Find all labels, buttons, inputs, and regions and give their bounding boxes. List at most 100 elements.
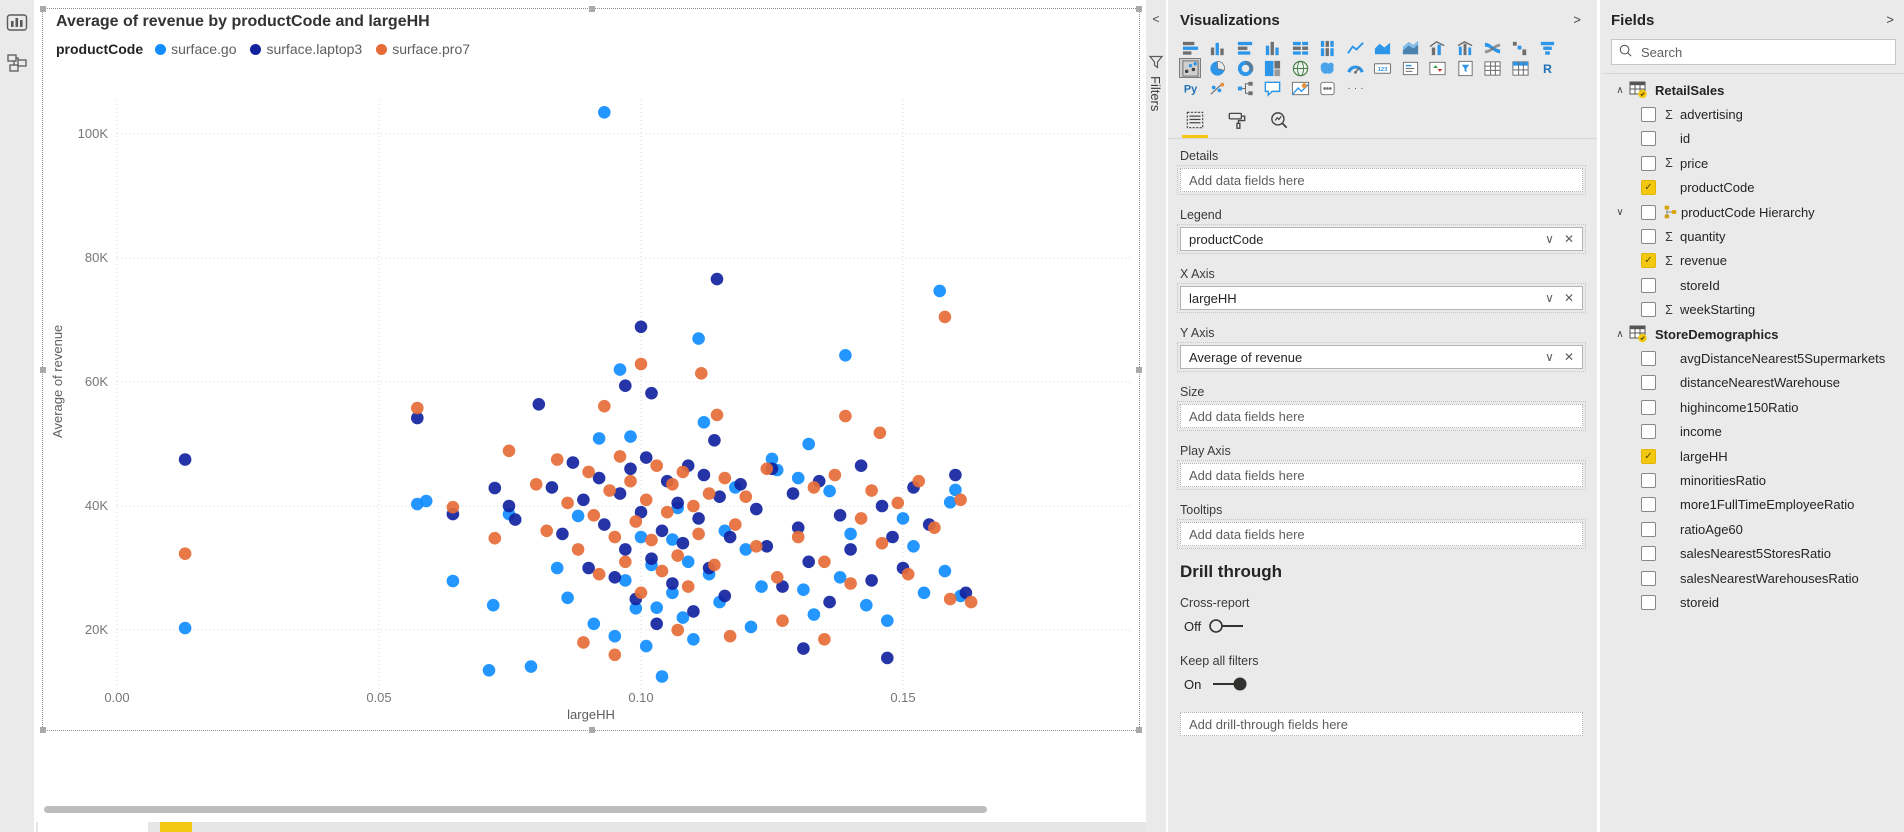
data-point[interactable] bbox=[881, 614, 894, 627]
dropdown-chevron-icon[interactable]: ∨ bbox=[1545, 232, 1554, 246]
fields-search-input[interactable] bbox=[1639, 43, 1889, 61]
data-point[interactable] bbox=[710, 408, 724, 422]
data-point[interactable] bbox=[577, 493, 590, 507]
table-icon[interactable] bbox=[1483, 59, 1503, 77]
table-RetailSales[interactable]: ∧ RetailSales bbox=[1611, 78, 1896, 102]
field-checkbox[interactable] bbox=[1641, 229, 1656, 245]
field-ratioAge60[interactable]: ratioAge60 bbox=[1611, 517, 1896, 541]
remove-field-icon[interactable]: ✕ bbox=[1563, 232, 1574, 246]
data-point[interactable] bbox=[178, 547, 192, 560]
data-point[interactable] bbox=[791, 521, 805, 534]
data-point[interactable] bbox=[613, 363, 627, 376]
legend-item-surface.pro7[interactable]: surface.pro7 bbox=[376, 41, 470, 57]
data-point[interactable] bbox=[577, 636, 590, 649]
data-point[interactable] bbox=[873, 426, 887, 440]
data-point[interactable] bbox=[660, 505, 674, 519]
data-point[interactable] bbox=[687, 499, 700, 513]
gauge-icon[interactable] bbox=[1345, 59, 1365, 77]
data-point[interactable] bbox=[917, 586, 931, 600]
scatter-chart-visual[interactable]: Average of revenue by productCode and la… bbox=[40, 6, 1142, 733]
data-point[interactable] bbox=[776, 580, 789, 593]
data-point[interactable] bbox=[419, 494, 433, 508]
table-StoreDemographics[interactable]: ∧ StoreDemographics bbox=[1611, 322, 1896, 346]
stacked-bar-chart-icon[interactable] bbox=[1180, 39, 1200, 57]
field-more1FullTimeEmployeeRatio[interactable]: more1FullTimeEmployeeRatio bbox=[1611, 493, 1896, 517]
well-field-pill[interactable]: Average of revenue bbox=[1189, 349, 1303, 365]
data-point[interactable] bbox=[886, 530, 899, 544]
legend-item-surface.go[interactable]: surface.go bbox=[155, 41, 236, 57]
field-highincome150Ratio[interactable]: highincome150Ratio bbox=[1611, 395, 1896, 419]
paginated-report-icon[interactable] bbox=[1318, 79, 1338, 97]
data-point[interactable] bbox=[540, 524, 553, 538]
data-point[interactable] bbox=[723, 530, 737, 544]
data-point[interactable] bbox=[446, 574, 460, 588]
data-point[interactable] bbox=[802, 437, 815, 451]
data-point[interactable] bbox=[619, 379, 632, 393]
keep-all-filters-toggle[interactable]: On bbox=[1184, 676, 1583, 692]
field-salesNearest5StoresRatio[interactable]: salesNearest5StoresRatio bbox=[1611, 541, 1896, 565]
report-canvas[interactable]: Average of revenue by productCode and la… bbox=[36, 0, 1146, 832]
data-point[interactable] bbox=[833, 571, 847, 584]
hundred-percent-stacked-column-chart-icon[interactable] bbox=[1318, 39, 1338, 57]
data-point[interactable] bbox=[770, 571, 784, 584]
field-productCode-Hierarchy[interactable]: ∨ productCode Hierarchy bbox=[1611, 200, 1896, 224]
data-point[interactable] bbox=[676, 536, 690, 550]
data-point[interactable] bbox=[592, 432, 606, 445]
data-point[interactable] bbox=[786, 487, 800, 500]
data-point[interactable] bbox=[765, 452, 779, 466]
data-point[interactable] bbox=[561, 591, 574, 605]
field-checkbox[interactable] bbox=[1641, 131, 1656, 147]
data-point[interactable] bbox=[697, 416, 711, 429]
data-point[interactable] bbox=[178, 621, 192, 635]
data-point[interactable] bbox=[839, 409, 852, 423]
resize-handle[interactable] bbox=[40, 6, 46, 12]
data-point[interactable] bbox=[613, 487, 627, 500]
data-point[interactable] bbox=[875, 536, 889, 550]
data-point[interactable] bbox=[755, 580, 768, 593]
hierarchy-expander-icon[interactable]: ∨ bbox=[1616, 206, 1624, 218]
data-point[interactable] bbox=[943, 496, 957, 509]
arcgis-map-icon[interactable] bbox=[1290, 79, 1310, 97]
data-point[interactable] bbox=[750, 502, 763, 516]
data-point[interactable] bbox=[529, 478, 543, 491]
data-point[interactable] bbox=[760, 462, 774, 476]
data-point[interactable] bbox=[818, 633, 831, 646]
data-point[interactable] bbox=[650, 617, 663, 631]
field-id[interactable]: id bbox=[1611, 127, 1896, 151]
table-expander-icon[interactable]: ∧ bbox=[1616, 328, 1624, 340]
field-distanceNearestWarehouse[interactable]: distanceNearestWarehouse bbox=[1611, 371, 1896, 395]
field-checkbox[interactable] bbox=[1641, 350, 1656, 366]
data-point[interactable] bbox=[671, 496, 684, 510]
data-point[interactable] bbox=[608, 530, 622, 544]
data-point[interactable] bbox=[550, 561, 564, 575]
key-influencers-icon[interactable] bbox=[1208, 79, 1228, 97]
stacked-area-chart-icon[interactable] bbox=[1400, 39, 1420, 57]
field-checkbox[interactable] bbox=[1641, 546, 1656, 562]
data-point[interactable] bbox=[634, 320, 648, 334]
dropdown-chevron-icon[interactable]: ∨ bbox=[1545, 350, 1554, 364]
line-and-clustered-column-chart-icon[interactable] bbox=[1455, 39, 1475, 57]
data-point[interactable] bbox=[844, 543, 857, 556]
line-chart-icon[interactable] bbox=[1345, 39, 1365, 57]
pie-chart-icon[interactable] bbox=[1208, 59, 1228, 77]
cross-report-toggle[interactable]: Off bbox=[1184, 618, 1583, 634]
data-point[interactable] bbox=[697, 468, 711, 482]
field-checkbox[interactable] bbox=[1641, 155, 1656, 171]
data-point[interactable] bbox=[802, 555, 815, 569]
collapse-fields-chevron-icon[interactable]: > bbox=[1886, 12, 1894, 27]
well-x-axis[interactable]: largeHH ∨ ✕ bbox=[1177, 283, 1586, 313]
fields-search-box[interactable] bbox=[1611, 39, 1896, 65]
drill-through-well[interactable]: Add drill-through fields here bbox=[1180, 712, 1583, 736]
data-point[interactable] bbox=[608, 571, 622, 584]
remove-field-icon[interactable]: ✕ bbox=[1563, 350, 1574, 364]
data-point[interactable] bbox=[666, 533, 679, 546]
data-point[interactable] bbox=[718, 589, 732, 603]
field-checkbox[interactable] bbox=[1641, 497, 1656, 513]
donut-chart-icon[interactable] bbox=[1235, 59, 1255, 77]
data-point[interactable] bbox=[681, 555, 695, 569]
data-point[interactable] bbox=[692, 527, 705, 541]
data-point[interactable] bbox=[681, 580, 695, 593]
data-point[interactable] bbox=[571, 509, 585, 523]
decomposition-tree-icon[interactable] bbox=[1235, 79, 1255, 97]
